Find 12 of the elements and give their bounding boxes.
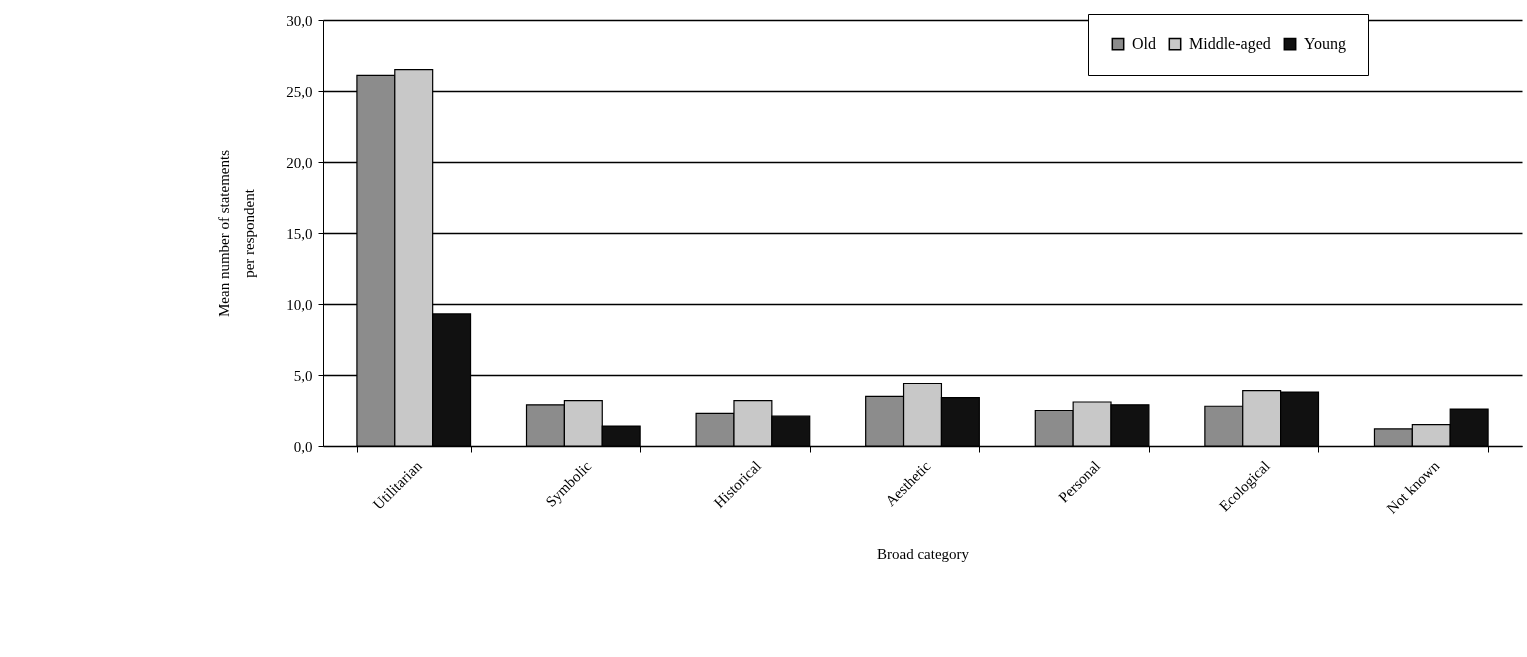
x-axis-title: Broad category — [876, 545, 970, 562]
y-tick-label: 5,0 — [293, 367, 313, 384]
y-tick-label: 25,0 — [286, 83, 313, 100]
legend-label: Middle-aged — [1189, 35, 1271, 54]
legend-label: Old — [1132, 35, 1156, 53]
y-tick-label: 30,0 — [286, 12, 313, 29]
y-tick-label: 0,0 — [293, 438, 313, 455]
y-tick-label: 10,0 — [286, 296, 313, 313]
y-tick-label: 15,0 — [286, 225, 313, 242]
y-axis-title: Mean number of statements per respondent — [215, 149, 257, 318]
y-tick-label: 20,0 — [286, 154, 313, 171]
legend-label: Young — [1304, 35, 1346, 54]
